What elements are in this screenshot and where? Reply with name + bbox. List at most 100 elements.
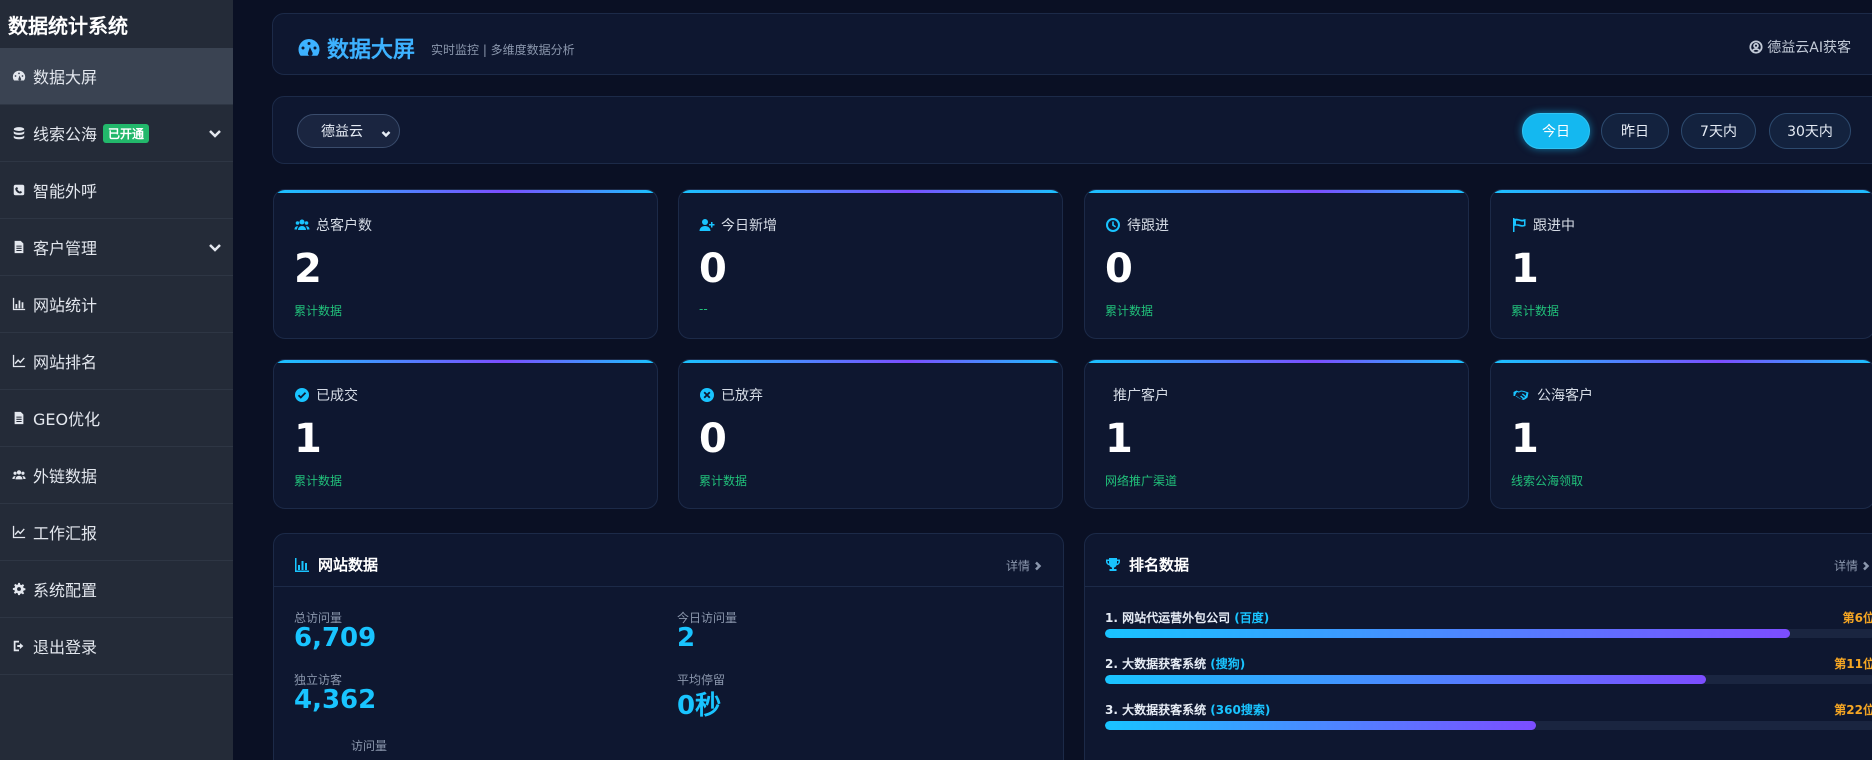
stat-label: 待跟进 [1127, 218, 1169, 234]
rank-engine: (360搜索) [1210, 703, 1271, 717]
sidebar-item-label: GEO优化 [33, 410, 101, 429]
site-select-value: 德益云 [321, 124, 363, 140]
stat-label: 跟进中 [1533, 218, 1575, 234]
site-select[interactable]: 德益云 [297, 114, 400, 148]
sidebar-item-leads[interactable]: 线索公海 已开通 [0, 105, 233, 162]
stat-note: 累计数据 [699, 474, 748, 488]
sidebar-item-smart-call[interactable]: 智能外呼 [0, 162, 233, 219]
stat-note: 线索公海领取 [1511, 474, 1584, 488]
stat-value: 1 [1511, 246, 1539, 292]
bar-chart-icon [11, 296, 27, 312]
rank-bar-fill [1105, 721, 1537, 730]
stat-card-total-customers: 总客户数 2 累计数据 [273, 189, 658, 339]
sidebar-item-label: 退出登录 [33, 638, 98, 657]
page-header: 数据大屏 实时监控 | 多维度数据分析 德益云AI获客 [272, 13, 1872, 75]
filter-bar: 德益云 今日 昨日 7天内 30天内 [272, 96, 1872, 164]
sidebar-item-label: 网站排名 [33, 353, 98, 372]
file-icon [11, 239, 27, 255]
rank-bar-fill [1105, 675, 1706, 684]
stat-note: 累计数据 [294, 304, 343, 318]
handshake-icon [1513, 390, 1529, 400]
x-circle-icon [700, 388, 714, 402]
sidebar-item-label: 线索公海 [33, 125, 98, 144]
sidebar-item-logout[interactable]: 退出登录 [0, 618, 233, 675]
chevron-right-icon [1863, 561, 1870, 570]
page-title-text: 数据大屏 [327, 38, 416, 63]
sidebar-item-backlinks[interactable]: 外链数据 [0, 447, 233, 504]
section-title: 网站数据 [318, 556, 379, 574]
gear-icon [11, 581, 27, 597]
stat-value: 0 [699, 246, 727, 292]
user-circle-icon [1749, 40, 1763, 54]
line-chart-icon [11, 524, 27, 540]
rank-bar-fill [1105, 629, 1791, 638]
metric-value: 2 [677, 623, 696, 653]
chevron-down-icon[interactable] [207, 239, 223, 255]
dashboard-icon [298, 39, 320, 56]
app-title: 数据统计系统 [8, 13, 128, 38]
users-icon [294, 219, 310, 230]
details-label: 详情 [1833, 559, 1858, 573]
sidebar-item-geo[interactable]: GEO优化 [0, 390, 233, 447]
rank-position: 第22位 [1834, 703, 1872, 717]
rank-bar-track [1105, 629, 1872, 638]
stat-value: 1 [294, 416, 322, 462]
range-7days-button[interactable]: 7天内 [1681, 113, 1756, 149]
ranking-details-link[interactable]: 详情 [1834, 557, 1871, 574]
stat-card-promoted: 推广客户 1 网络推广渠道 [1084, 359, 1469, 509]
divider [274, 586, 1063, 587]
metric-value: 6,709 [294, 623, 377, 653]
sidebar-item-customers[interactable]: 客户管理 [0, 219, 233, 276]
ranking-data-panel: 排名数据 详情 1. 网站代运营外包公司 (百度) 第6位 2. 大数据获客系统… [1084, 533, 1872, 760]
sidebar-item-label: 外链数据 [33, 467, 98, 486]
bar-chart-icon [295, 557, 309, 572]
metric-label: 平均停留 [677, 673, 726, 687]
chevron-right-icon [1035, 561, 1042, 570]
website-details-link[interactable]: 详情 [1006, 557, 1043, 574]
stat-card-public-pool: 公海客户 1 线索公海领取 [1490, 359, 1872, 509]
database-icon [11, 125, 27, 141]
stat-note: 累计数据 [1105, 304, 1154, 318]
stat-value: 0 [1105, 246, 1133, 292]
metric-value: 4,362 [294, 685, 377, 715]
stat-note: 累计数据 [1511, 304, 1560, 318]
sidebar-item-label: 数据大屏 [33, 68, 98, 87]
stat-label: 已成交 [316, 388, 358, 404]
page-subtitle: 实时监控 | 多维度数据分析 [431, 43, 575, 57]
chevron-down-icon [381, 127, 391, 138]
stat-note: 网络推广渠道 [1105, 474, 1178, 488]
user-menu[interactable]: 德益云AI获客 [1749, 37, 1851, 57]
metric-label: 今日访问量 [677, 611, 738, 625]
check-circle-icon [295, 388, 309, 402]
section-title: 排名数据 [1129, 556, 1190, 574]
line-chart-icon [11, 353, 27, 369]
range-yesterday-button[interactable]: 昨日 [1601, 113, 1669, 149]
chevron-down-icon[interactable] [207, 125, 223, 141]
sidebar-item-label: 智能外呼 [33, 182, 98, 201]
sidebar-item-site-ranking[interactable]: 网站排名 [0, 333, 233, 390]
stat-value: 2 [294, 246, 322, 292]
stat-card-today-new: 今日新增 0 -- [678, 189, 1063, 339]
website-data-panel: 网站数据 详情 总访问量 6,709 今日访问量 2 独立访客 4,362 平均… [273, 533, 1064, 760]
user-plus-icon [699, 219, 715, 231]
metric-label: 总访问量 [294, 611, 343, 625]
stat-card-pending-followup: 待跟进 0 累计数据 [1084, 189, 1469, 339]
user-name: 德益云AI获客 [1767, 40, 1851, 56]
sidebar-item-dashboard[interactable]: 数据大屏 [0, 48, 233, 105]
rank-position: 第6位 [1842, 611, 1872, 625]
stat-card-following: 跟进中 1 累计数据 [1490, 189, 1872, 339]
sidebar-item-label: 系统配置 [33, 581, 98, 600]
range-30days-button[interactable]: 30天内 [1769, 113, 1851, 149]
stat-value: 0 [699, 416, 727, 462]
stat-card-closed: 已成交 1 累计数据 [273, 359, 658, 509]
sidebar-item-settings[interactable]: 系统配置 [0, 561, 233, 618]
rank-label: 1. 网站代运营外包公司 (百度) [1105, 609, 1269, 626]
flag-icon [1513, 218, 1526, 232]
range-today-button[interactable]: 今日 [1522, 113, 1590, 149]
stat-label: 总客户数 [316, 218, 372, 234]
phone-icon [11, 182, 27, 198]
sidebar-item-site-stats[interactable]: 网站统计 [0, 276, 233, 333]
sidebar-item-reports[interactable]: 工作汇报 [0, 504, 233, 561]
page-title: 数据大屏 [297, 32, 415, 64]
details-label: 详情 [1005, 559, 1030, 573]
